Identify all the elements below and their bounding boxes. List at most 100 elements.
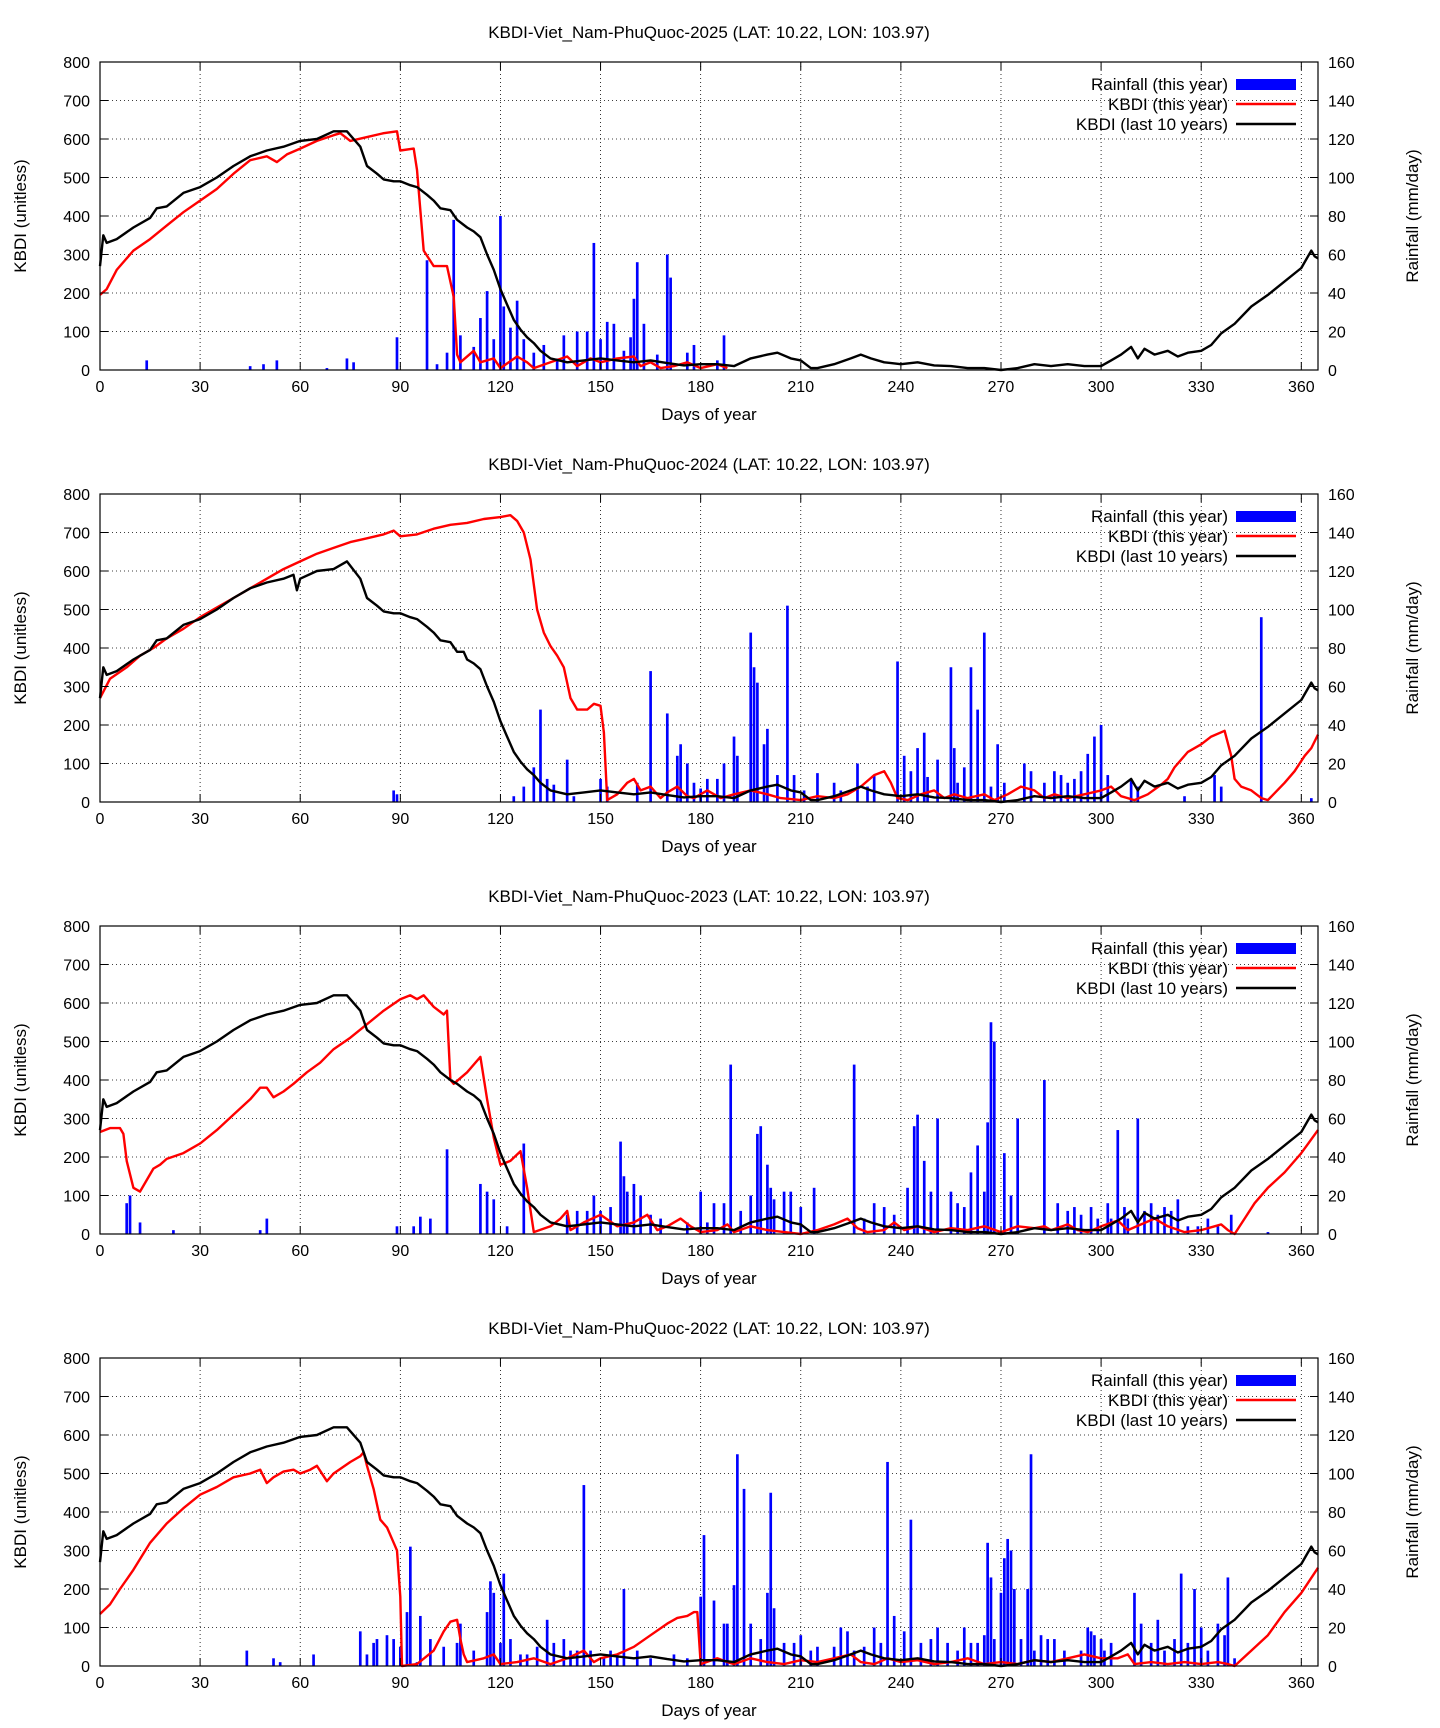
rainfall-bar <box>969 1172 973 1234</box>
rainfall-bar <box>712 1600 716 1666</box>
rainfall-bar <box>749 1195 753 1234</box>
legend-label: KBDI (last 10 years) <box>1076 115 1228 134</box>
rainfall-bar <box>1109 1218 1113 1234</box>
rainfall-bar <box>472 1650 476 1666</box>
rainfall-bar <box>245 1650 249 1666</box>
rainfall-bar <box>532 352 536 370</box>
x-tick-label: 240 <box>888 1243 915 1260</box>
y-left-tick-label: 600 <box>63 1428 90 1445</box>
rainfall-bar <box>969 1642 973 1666</box>
y-left-tick-label: 400 <box>63 641 90 658</box>
x-tick-label: 30 <box>191 1675 209 1692</box>
rainfall-bar <box>545 1619 549 1666</box>
x-tick-label: 60 <box>291 811 309 828</box>
legend-label: KBDI (last 10 years) <box>1076 979 1228 998</box>
y-left-tick-label: 0 <box>81 1659 90 1676</box>
x-axis-label: Days of year <box>661 837 757 856</box>
rainfall-bar <box>792 775 796 802</box>
y-right-tick-label: 60 <box>1328 1112 1346 1129</box>
y-right-tick-label: 160 <box>1328 487 1355 504</box>
kbdi-chart-1: KBDI-Viet_Nam-PhuQuoc-2024 (LAT: 10.22, … <box>11 455 1422 856</box>
rainfall-bar <box>1089 1207 1093 1234</box>
rainfall-bar <box>325 368 329 370</box>
rainfall-bar <box>1079 771 1083 802</box>
rainfall-bar <box>989 1577 993 1666</box>
rainfall-bar <box>1012 1589 1016 1666</box>
rainfall-bar <box>1009 1195 1013 1234</box>
rainfall-bar <box>375 1639 379 1666</box>
rainfall-bar <box>962 1627 966 1666</box>
rainfall-bar <box>1046 1639 1050 1666</box>
x-tick-label: 210 <box>787 379 814 396</box>
rainfall-bar <box>505 1226 509 1234</box>
rainfall-bar <box>732 1585 736 1666</box>
chart-title: KBDI-Viet_Nam-PhuQuoc-2024 (LAT: 10.22, … <box>488 455 930 474</box>
rainfall-bar <box>726 1623 729 1666</box>
x-tick-label: 180 <box>687 1243 714 1260</box>
rainfall-bar <box>1002 1558 1006 1666</box>
rainfall-bar <box>562 335 566 370</box>
kbdi-this-year-line <box>99 130 728 370</box>
y-right-tick-label: 40 <box>1328 286 1346 303</box>
rainfall-bar <box>585 1210 589 1234</box>
rainfall-bar <box>545 778 549 802</box>
rainfall-bar <box>989 1022 993 1234</box>
rainfall-bar <box>125 1203 129 1234</box>
kbdi-last-10-years-line <box>98 560 1319 804</box>
rainfall-bar <box>1066 1210 1070 1234</box>
rainfall-bar <box>722 1623 726 1666</box>
legend-swatch-rainfall <box>1236 1375 1296 1386</box>
rainfall-bar <box>886 1461 889 1666</box>
y-right-tick-label: 40 <box>1328 718 1346 735</box>
rainfall-bar <box>419 1615 422 1666</box>
rainfall-bar <box>1086 753 1090 802</box>
x-tick-label: 30 <box>191 379 209 396</box>
rainfall-bar <box>649 671 652 802</box>
rainfall-bar <box>609 1650 612 1666</box>
rainfall-bar <box>699 1596 702 1666</box>
rainfall-bar <box>1026 1589 1030 1666</box>
rainfall-bar <box>692 344 696 370</box>
x-tick-label: 30 <box>191 811 209 828</box>
rainfall-bar <box>1123 1207 1126 1234</box>
rainfall-bar <box>1029 771 1033 802</box>
rainfall-bar <box>395 794 399 802</box>
rainfall-bar <box>986 1122 989 1234</box>
rainfall-bar <box>1213 775 1216 802</box>
rainfall-bar <box>946 1642 949 1666</box>
rainfall-bar <box>742 1488 746 1666</box>
rainfall-bar <box>358 1631 362 1666</box>
y-right-axis-label: Rainfall (mm/day) <box>1403 149 1422 282</box>
rainfall-bar <box>999 1592 1003 1666</box>
rainfall-bar <box>902 1631 906 1666</box>
rainfall-bar <box>445 1149 449 1234</box>
x-tick-label: 60 <box>291 1243 309 1260</box>
x-tick-label: 120 <box>487 1243 514 1260</box>
rainfall-bar <box>395 1226 399 1234</box>
rainfall-bar <box>1259 617 1263 802</box>
rainfall-bar <box>989 786 993 802</box>
rainfall-bar <box>472 346 476 370</box>
rainfall-bar <box>649 1658 652 1666</box>
rainfall-bar <box>1216 1226 1220 1234</box>
rainfall-bar <box>585 331 589 370</box>
legend-label: KBDI (this year) <box>1108 95 1228 114</box>
rainfall-bar <box>949 1191 953 1234</box>
x-tick-label: 330 <box>1188 1243 1215 1260</box>
rainfall-bar <box>522 339 526 370</box>
x-tick-label: 180 <box>687 1675 714 1692</box>
x-axis-label: Days of year <box>661 405 757 424</box>
rainfall-bar <box>732 736 736 802</box>
y-left-tick-label: 500 <box>63 1467 90 1484</box>
legend: Rainfall (this year)KBDI (this year)KBDI… <box>1076 939 1296 998</box>
rainfall-bar <box>1066 782 1070 802</box>
rainfall-bar <box>1126 1218 1130 1234</box>
x-tick-label: 180 <box>687 379 714 396</box>
rainfall-bar <box>722 763 726 802</box>
y-right-tick-label: 160 <box>1328 55 1355 72</box>
y-left-tick-label: 100 <box>63 325 90 342</box>
x-tick-label: 300 <box>1088 811 1115 828</box>
x-tick-label: 240 <box>888 379 915 396</box>
rainfall-bar <box>1079 1214 1083 1234</box>
